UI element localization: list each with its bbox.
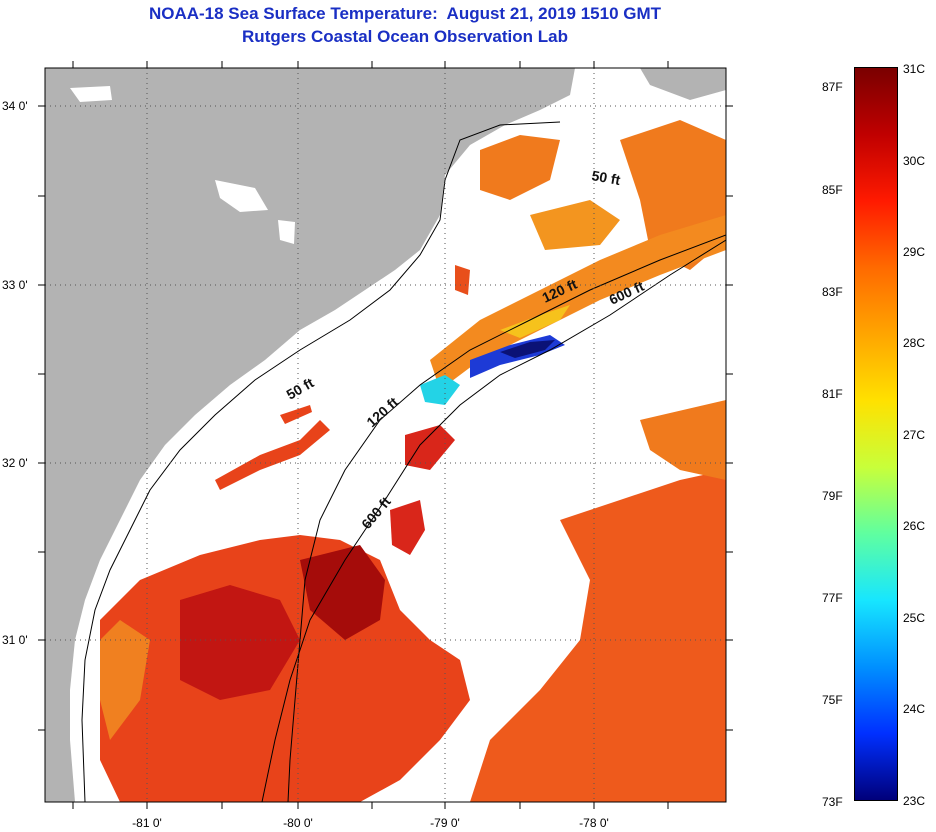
lat-label-32: 32 0' — [2, 456, 28, 470]
colorbar-c-29: 29C — [903, 245, 926, 259]
lat-label-31: 31 0' — [2, 633, 28, 647]
contour-50ft — [81, 121, 561, 802]
land-northeast — [640, 68, 726, 100]
colorbar-f-73: 73F — [822, 795, 843, 809]
map-frame — [44, 67, 727, 803]
colorbar-c-30: 30C — [903, 154, 926, 168]
lake-3 — [278, 220, 295, 244]
sst-patch-cold-navy — [500, 340, 555, 358]
temperature-colorbar — [854, 67, 898, 801]
colorbar-c-25: 25C — [903, 611, 926, 625]
sst-patch-inshore-strip — [215, 420, 330, 490]
lon-label-80: -80 0' — [283, 816, 313, 830]
lake-1 — [70, 86, 112, 102]
colorbar-f-87: 87F — [822, 80, 843, 94]
bathymetry-contours — [81, 121, 726, 802]
colorbar-f-77: 77F — [822, 591, 843, 605]
lake-2 — [215, 180, 268, 212]
contour-label-50ft-north: 50 ft — [590, 167, 621, 188]
sst-patch-east — [470, 470, 726, 802]
colorbar-c-31: 31C — [903, 62, 926, 76]
colorbar-f-85: 85F — [822, 183, 843, 197]
colorbar-c-28: 28C — [903, 336, 926, 350]
land-mass — [45, 68, 575, 802]
colorbar-c-27: 27C — [903, 428, 926, 442]
lat-label-34: 34 0' — [2, 99, 28, 113]
map-title: NOAA-18 Sea Surface Temperature: August … — [148, 4, 662, 23]
lon-label-81: -81 0' — [132, 816, 162, 830]
colorbar-c-24: 24C — [903, 702, 926, 716]
sst-patch-cyan — [420, 375, 460, 405]
contour-600ft — [261, 239, 726, 802]
sst-patch-hot-core — [300, 545, 385, 640]
axis-ticks — [38, 61, 733, 809]
sst-patch-shelf-band — [430, 215, 726, 390]
colorbar-f-83: 83F — [822, 285, 843, 299]
lon-label-79: -79 0' — [430, 816, 460, 830]
sst-patch-east-upper — [640, 400, 726, 480]
graticule — [45, 68, 726, 802]
map-subtitle: Rutgers Coastal Ocean Observation Lab — [242, 27, 568, 46]
sst-patches — [100, 120, 726, 802]
sst-patch-north-mid — [530, 200, 620, 250]
colorbar-f-79: 79F — [822, 489, 843, 503]
lon-label-78: -78 0' — [579, 816, 609, 830]
sst-patch-shelf-yellow — [500, 305, 570, 338]
colorbar-c-26: 26C — [903, 519, 926, 533]
contour-120ft — [287, 234, 726, 802]
sst-patch-mid-red2 — [390, 500, 425, 555]
colorbar-c-23: 23C — [903, 794, 926, 808]
sst-patch-southwest-hot — [180, 585, 300, 700]
colorbar-f-81: 81F — [822, 387, 843, 401]
sst-patch-inshore-strip2 — [280, 405, 312, 424]
lat-label-33: 33 0' — [2, 278, 28, 292]
sst-patch-inshore — [455, 265, 470, 295]
sst-patch-mid-red — [405, 425, 455, 470]
sst-patch-orange-edge — [100, 620, 150, 740]
sst-patch-north — [480, 135, 560, 200]
colorbar-f-75: 75F — [822, 693, 843, 707]
